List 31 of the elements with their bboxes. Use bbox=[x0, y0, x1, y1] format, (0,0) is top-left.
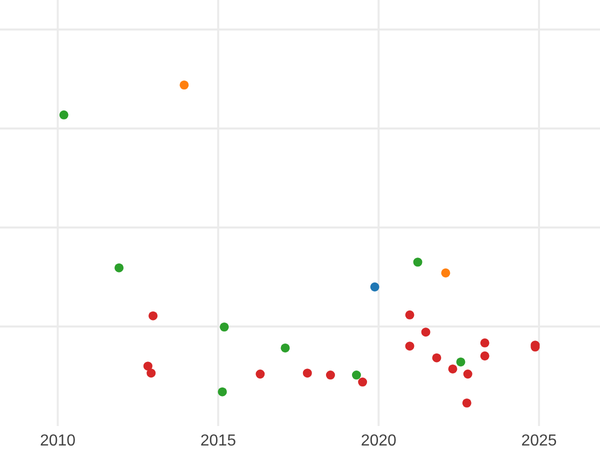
x-tick-label: 2010 bbox=[40, 432, 76, 450]
point bbox=[180, 80, 189, 90]
point bbox=[326, 370, 335, 380]
point bbox=[432, 353, 442, 362]
point bbox=[148, 311, 158, 320]
point bbox=[463, 370, 472, 379]
point bbox=[143, 362, 152, 371]
x-tick-label: 2020 bbox=[360, 432, 397, 450]
point bbox=[358, 378, 368, 387]
point bbox=[413, 258, 422, 267]
point bbox=[370, 282, 380, 292]
point bbox=[480, 338, 490, 348]
point bbox=[405, 310, 414, 320]
point bbox=[405, 342, 414, 351]
point bbox=[480, 351, 490, 360]
point bbox=[421, 328, 430, 337]
point bbox=[352, 370, 361, 380]
point bbox=[220, 322, 229, 332]
point bbox=[302, 368, 312, 378]
point bbox=[146, 368, 156, 378]
point bbox=[456, 357, 466, 366]
point bbox=[462, 398, 472, 408]
x-tick-label: 2015 bbox=[200, 432, 236, 450]
x-tick-label: 2025 bbox=[521, 432, 557, 450]
point bbox=[448, 364, 458, 374]
point bbox=[114, 263, 124, 272]
point bbox=[280, 343, 290, 352]
point bbox=[441, 268, 450, 278]
point bbox=[59, 110, 68, 120]
point bbox=[256, 370, 265, 379]
point bbox=[218, 387, 227, 396]
